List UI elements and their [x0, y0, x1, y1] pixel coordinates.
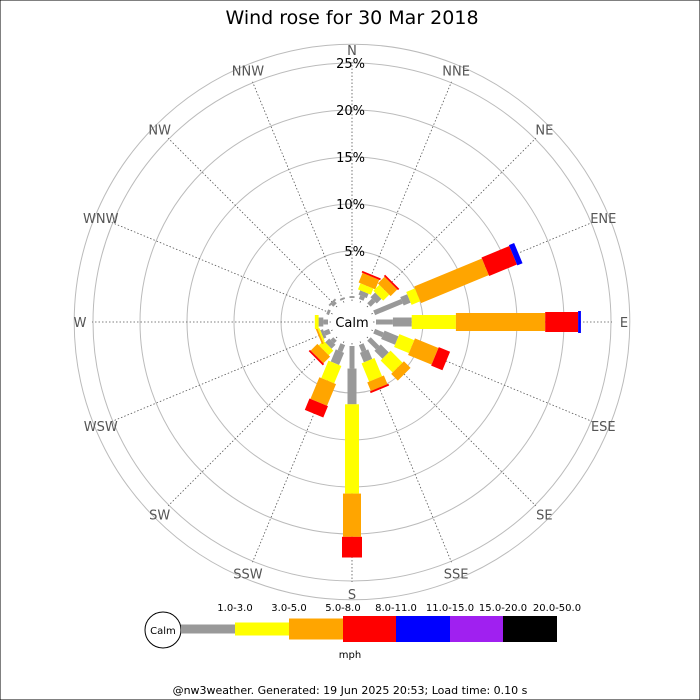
bar-segment	[412, 315, 456, 329]
bar-segment	[323, 320, 328, 325]
radial-tick-label: 5%	[344, 245, 365, 260]
legend-swatch	[503, 616, 557, 642]
direction-label-nw: NW	[148, 124, 171, 139]
bar-segment	[348, 369, 357, 405]
direction-label-wsw: WSW	[84, 420, 118, 435]
bar-segment	[342, 537, 362, 558]
direction-label-ssw: SSW	[233, 567, 263, 582]
direction-label-nne: NNE	[442, 65, 470, 80]
direction-label-ese: ESE	[591, 420, 616, 435]
radial-tick-label: 10%	[336, 198, 365, 213]
bar-segment	[545, 312, 578, 332]
direction-label-ene: ENE	[590, 212, 616, 227]
legend-swatch	[235, 623, 289, 636]
legend-swatch	[289, 619, 343, 640]
direction-label-se: SE	[536, 508, 552, 523]
direction-label-wnw: WNW	[83, 212, 119, 227]
calm-center: Calm	[331, 301, 373, 343]
legend-swatch	[396, 616, 450, 642]
direction-label-sse: SSE	[444, 567, 469, 582]
bar-segment	[578, 311, 581, 333]
direction-label-e: E	[620, 316, 628, 331]
bar-segment	[315, 315, 319, 329]
calm-label: Calm	[335, 316, 368, 331]
direction-label-s: S	[348, 588, 356, 603]
legend-swatch	[450, 616, 503, 642]
direction-label-w: W	[74, 316, 87, 331]
bar-segment	[350, 296, 355, 298]
legend-bin-label: 1.0-3.0	[217, 603, 252, 614]
bar-segment	[350, 346, 355, 369]
bar-segment	[456, 313, 545, 331]
legend-unit-label: mph	[339, 650, 361, 661]
legend-bin-label: 15.0-20.0	[479, 603, 527, 614]
legend-calm-label: Calm	[150, 626, 176, 637]
bar-segment	[319, 318, 324, 327]
legend-bin-label: 3.0-5.0	[271, 603, 306, 614]
legend-swatch	[343, 616, 396, 642]
direction-label-n: N	[347, 44, 357, 59]
bar-segment	[343, 494, 361, 537]
legend-bin-label: 5.0-8.0	[325, 603, 360, 614]
radial-tick-label: 20%	[336, 104, 365, 119]
direction-label-sw: SW	[149, 508, 170, 523]
direction-label-ne: NE	[535, 124, 553, 139]
bar-segment	[376, 320, 393, 325]
bar-n	[350, 296, 355, 298]
chart-title: Wind rose for 30 Mar 2018	[225, 7, 478, 29]
bar-segment	[345, 404, 359, 493]
radial-tick-label: 25%	[336, 57, 365, 72]
legend-swatch	[181, 625, 235, 634]
footer-text: @nw3weather. Generated: 19 Jun 2025 20:5…	[173, 684, 528, 697]
radial-tick-label: 15%	[336, 151, 365, 166]
bar-segment	[393, 318, 412, 327]
direction-label-nnw: NNW	[232, 65, 264, 80]
legend-bin-label: 11.0-15.0	[426, 603, 474, 614]
legend-bin-label: 8.0-11.0	[375, 603, 417, 614]
legend-bin-label: 20.0-50.0	[533, 603, 581, 614]
